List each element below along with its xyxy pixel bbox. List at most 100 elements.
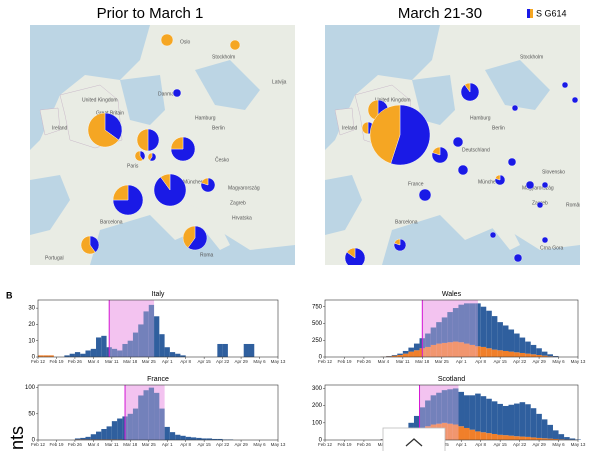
caret-icon [405, 438, 423, 447]
pie-slice [494, 174, 501, 181]
panel-label: B [6, 290, 13, 300]
x-tick-label: Mar 11 [105, 359, 119, 364]
bar [441, 317, 448, 343]
map-label: Danmark [158, 91, 179, 97]
bar [425, 333, 431, 347]
x-tick-label: Feb 19 [49, 442, 64, 447]
map-label: Great Britain [96, 110, 124, 116]
bar [222, 343, 228, 357]
bar [514, 403, 520, 437]
y-tick-label: 250 [312, 338, 323, 344]
x-tick-label: Apr 1 [162, 359, 173, 364]
x-tick-label: Apr 29 [532, 442, 546, 447]
pie-slice [513, 253, 523, 263]
highlight-overlay [109, 300, 155, 357]
legend-swatch [527, 9, 530, 18]
bar [436, 322, 442, 344]
bar [69, 353, 75, 357]
x-tick-label: Feb 19 [337, 442, 352, 447]
bar [127, 340, 133, 357]
bar [491, 316, 498, 350]
bar [458, 426, 465, 440]
x-tick-label: May 13 [271, 442, 286, 447]
bar [148, 304, 155, 357]
bar [169, 432, 176, 440]
pie-slice [393, 238, 407, 252]
bar [486, 398, 492, 434]
pie-slice [561, 81, 569, 89]
x-tick-label: Mar 11 [105, 442, 119, 447]
bar [552, 430, 559, 439]
bar [452, 424, 459, 440]
bar [497, 350, 503, 357]
x-tick-label: May 13 [271, 359, 286, 364]
bar [169, 352, 176, 357]
map-label: Crna Gora [540, 245, 564, 251]
bar [569, 438, 576, 440]
map-label: Deutschland [462, 147, 490, 153]
pie-slice [147, 128, 160, 152]
pie-slice [525, 180, 535, 190]
x-tick-label: Apr 22 [513, 442, 527, 447]
bar [497, 434, 503, 440]
bar [419, 407, 426, 428]
bar [536, 413, 542, 438]
bar [143, 311, 149, 357]
bar [525, 341, 531, 354]
x-tick-label: Feb 12 [31, 442, 46, 447]
plot-frame [37, 299, 279, 358]
bar [447, 423, 453, 440]
x-tick-label: Feb 12 [318, 359, 333, 364]
map-label: Hrvatska [232, 215, 252, 221]
bar [547, 356, 553, 357]
x-tick-label: Apr 15 [494, 442, 508, 447]
chart-title: Italy [152, 291, 165, 298]
pie-slice [104, 112, 123, 141]
bar [536, 354, 542, 357]
x-tick-label: Feb 26 [357, 442, 372, 447]
y-tick-label: 100 [312, 420, 323, 426]
map-label: Berlin [492, 125, 505, 131]
bar [469, 344, 476, 357]
bar [441, 342, 448, 357]
map-label: Paris [127, 163, 139, 169]
bar [391, 354, 398, 356]
x-tick-label: May 6 [253, 442, 266, 447]
bar [164, 347, 170, 357]
x-tick-label: Apr 29 [234, 442, 248, 447]
plot-frame [324, 299, 579, 358]
bar [452, 388, 459, 425]
bar [402, 350, 409, 354]
bar [159, 334, 165, 357]
bar [175, 434, 181, 440]
bar [117, 418, 123, 440]
map-label: Ireland [52, 125, 68, 131]
bar [541, 419, 548, 439]
bar [101, 429, 107, 440]
bar [447, 342, 453, 357]
x-tick-label: May 13 [571, 442, 586, 447]
pie-slice [536, 201, 544, 209]
bar [497, 403, 503, 435]
bar [430, 344, 437, 357]
pie-slice [541, 181, 549, 189]
pie-slice [390, 104, 431, 166]
bar [502, 325, 509, 351]
bar [122, 343, 128, 357]
bar [547, 424, 553, 439]
bar [74, 438, 81, 440]
y-tick-label: 20 [28, 322, 35, 328]
bar [547, 438, 553, 440]
bar [469, 303, 476, 345]
bar [38, 355, 44, 357]
bar [452, 308, 459, 342]
bar [475, 346, 481, 357]
bar [552, 355, 559, 357]
chart-title: France [147, 376, 169, 383]
bar [536, 348, 542, 355]
bar [196, 437, 202, 440]
bar [519, 352, 526, 357]
bar [525, 404, 531, 437]
map-label: Stockholm [212, 54, 235, 60]
